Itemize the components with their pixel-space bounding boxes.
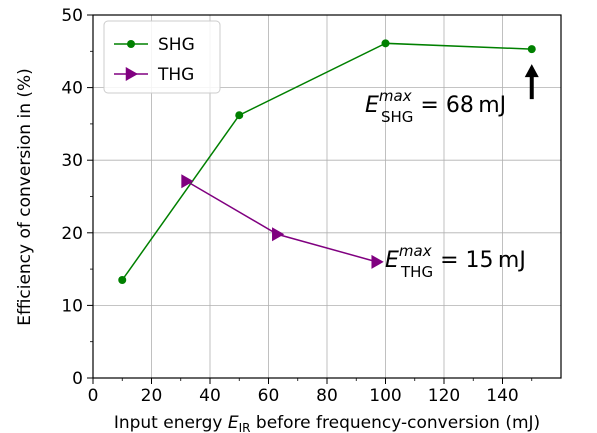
x-tick-label: 20 — [141, 386, 163, 406]
legend-marker — [125, 67, 138, 81]
y-tick-label: 40 — [61, 79, 83, 99]
x-tick-label: 140 — [486, 386, 518, 406]
data-point-shg — [381, 39, 390, 48]
y-tick-label: 0 — [72, 369, 83, 389]
y-axis-label: Efficiency of conversion in (%) — [15, 68, 35, 326]
legend-label: THG — [157, 65, 194, 85]
series-thg — [181, 174, 384, 269]
annotation-arrow — [524, 64, 539, 100]
y-tick-label: 30 — [61, 151, 83, 171]
y-tick-label: 10 — [61, 296, 83, 316]
x-tick-label: 100 — [369, 386, 401, 406]
x-tick-label: 40 — [199, 386, 221, 406]
y-tick-label: 50 — [61, 6, 83, 26]
y-tick-label: 20 — [61, 224, 83, 244]
legend-item-thg: THG — [114, 65, 194, 85]
axis-ticks: 0 20 40 60 80 100 120 140 0 10 20 30 40 50 — [61, 6, 533, 406]
series-line-shg — [121, 42, 532, 281]
data-point-shg — [118, 275, 127, 284]
series-shg — [118, 39, 536, 284]
legend-item-shg: SHG — [114, 35, 195, 55]
legend: SHG THG — [103, 20, 221, 94]
legend-marker — [127, 40, 135, 48]
data-series — [118, 39, 536, 284]
x-axis-label: Input energy EIR before frequency-conver… — [114, 413, 540, 433]
series-line-thg — [186, 180, 377, 263]
arrow-head — [524, 64, 539, 78]
annotation-shg: Emax SHG = 68 mJ — [365, 64, 539, 126]
x-tick-label: 80 — [316, 386, 338, 406]
data-point-thg — [181, 174, 194, 189]
data-point-shg — [235, 111, 244, 120]
data-point-thg — [371, 254, 384, 269]
x-tick-label: 60 — [258, 386, 280, 406]
data-point-thg — [272, 227, 285, 242]
annotation-thg: Emax THG = 15 mJ — [385, 242, 526, 281]
x-tick-label: 0 — [88, 386, 99, 406]
data-point-shg — [527, 45, 536, 54]
x-tick-label: 120 — [428, 386, 460, 406]
legend-entries: SHG THG — [114, 35, 195, 85]
legend-label: SHG — [158, 35, 195, 55]
